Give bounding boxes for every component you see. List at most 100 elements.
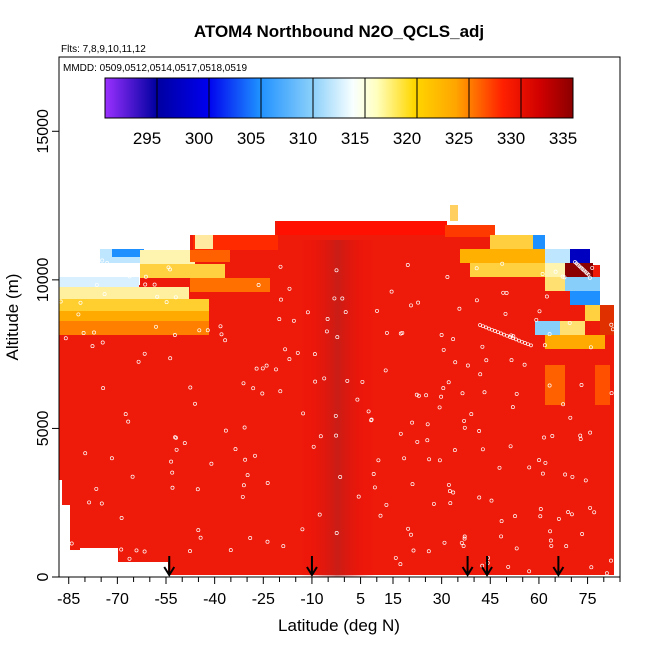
obs-point (538, 514, 543, 519)
obs-point (465, 363, 470, 368)
obs-point (514, 337, 518, 342)
layer-left-2 (112, 249, 144, 257)
obs-point (537, 309, 542, 314)
flights-subtitle: Flts: 7,8,9,10,11,12 (61, 44, 146, 55)
obs-point (311, 444, 316, 449)
obs-point (170, 470, 175, 475)
x-tick-label: -70 (106, 591, 129, 608)
obs-point (527, 465, 532, 470)
layer-left-10 (59, 321, 209, 335)
obs-point (504, 291, 509, 295)
chart-title: ATOM4 Northbound N2O_QCLS_adj (194, 22, 484, 41)
no-data-region (59, 480, 80, 575)
obs-point (415, 439, 420, 444)
colorbar-lines (156, 78, 574, 118)
curtain-top-red2 (445, 225, 495, 237)
layer-right-2 (533, 235, 545, 249)
obs-point (523, 341, 527, 345)
obs-point (550, 434, 555, 438)
obs-point (196, 528, 201, 533)
obs-point (92, 330, 96, 335)
obs-point (534, 317, 539, 322)
obs-point (164, 300, 169, 305)
obs-point (278, 389, 283, 394)
obs-point (334, 433, 339, 438)
x-tick-label: 75 (579, 591, 597, 608)
obs-point (283, 347, 288, 352)
obs-point (313, 379, 318, 384)
obs-point (503, 311, 508, 316)
obs-point (300, 527, 305, 532)
obs-point (562, 275, 567, 280)
obs-point (325, 317, 330, 321)
obs-point (100, 258, 105, 263)
x-tick-label: 15 (384, 591, 402, 608)
obs-point (493, 329, 497, 333)
obs-point (254, 366, 259, 371)
obs-point (580, 532, 585, 536)
obs-point (102, 292, 107, 297)
arrow-head (306, 566, 318, 577)
obs-point (251, 386, 256, 391)
y-axis-label: Altitude (m) (3, 274, 22, 361)
obs-point (609, 281, 614, 286)
obs-point (587, 275, 592, 280)
layer-left-8 (59, 299, 209, 311)
colorbar-tick-label: 325 (445, 129, 473, 148)
obs-point (499, 331, 503, 336)
obs-point (143, 282, 148, 287)
obs-point (123, 412, 128, 417)
x-tick-label: 60 (530, 591, 548, 608)
obs-point (99, 501, 104, 506)
obs-point (588, 345, 593, 350)
obs-point (169, 459, 174, 464)
obs-point (481, 324, 485, 329)
obs-point (462, 418, 467, 423)
obs-point (439, 333, 444, 337)
obs-point (59, 545, 64, 550)
obs-point (287, 286, 292, 291)
x-tick-label: -10 (300, 591, 323, 608)
obs-point (570, 474, 575, 479)
colorbar-tick-label: 310 (289, 129, 317, 148)
obs-point (477, 495, 482, 500)
obs-point (586, 272, 591, 277)
obs-point (152, 282, 157, 287)
obs-point (474, 298, 479, 303)
x-tick-label: -40 (203, 591, 226, 608)
x-axis-label: Latitude (deg N) (278, 616, 400, 635)
layer-left-3 (80, 263, 140, 277)
obs-point (81, 331, 86, 335)
obs-point (410, 420, 415, 425)
obs-point (291, 318, 296, 323)
colorbar-border (104, 77, 574, 119)
obs-point (426, 549, 431, 554)
obs-point (322, 376, 327, 381)
arrow-head (481, 566, 493, 577)
obs-point (424, 393, 429, 398)
obs-point (452, 448, 457, 453)
obs-point (416, 300, 421, 305)
obs-point (119, 547, 124, 552)
obs-point (560, 274, 565, 279)
obs-point (425, 422, 430, 427)
obs-point (265, 481, 270, 485)
obs-point (223, 428, 228, 433)
obs-point (459, 540, 464, 545)
y-axis: 0 5000 10000 15000 (35, 109, 59, 581)
obs-point (333, 413, 338, 418)
obs-point (511, 336, 515, 341)
layer-left-4 (140, 250, 195, 264)
obs-point (457, 306, 462, 311)
obs-point (484, 358, 489, 363)
layer-left-9 (59, 311, 209, 321)
obs-point (287, 357, 292, 362)
obs-point (553, 269, 558, 274)
obs-point (500, 261, 505, 266)
obs-point (561, 402, 566, 407)
obs-point (83, 451, 88, 456)
obs-point (538, 507, 543, 511)
arrow-head (163, 566, 176, 577)
obs-point (549, 543, 554, 548)
y-tick-label: 0 (35, 572, 52, 581)
